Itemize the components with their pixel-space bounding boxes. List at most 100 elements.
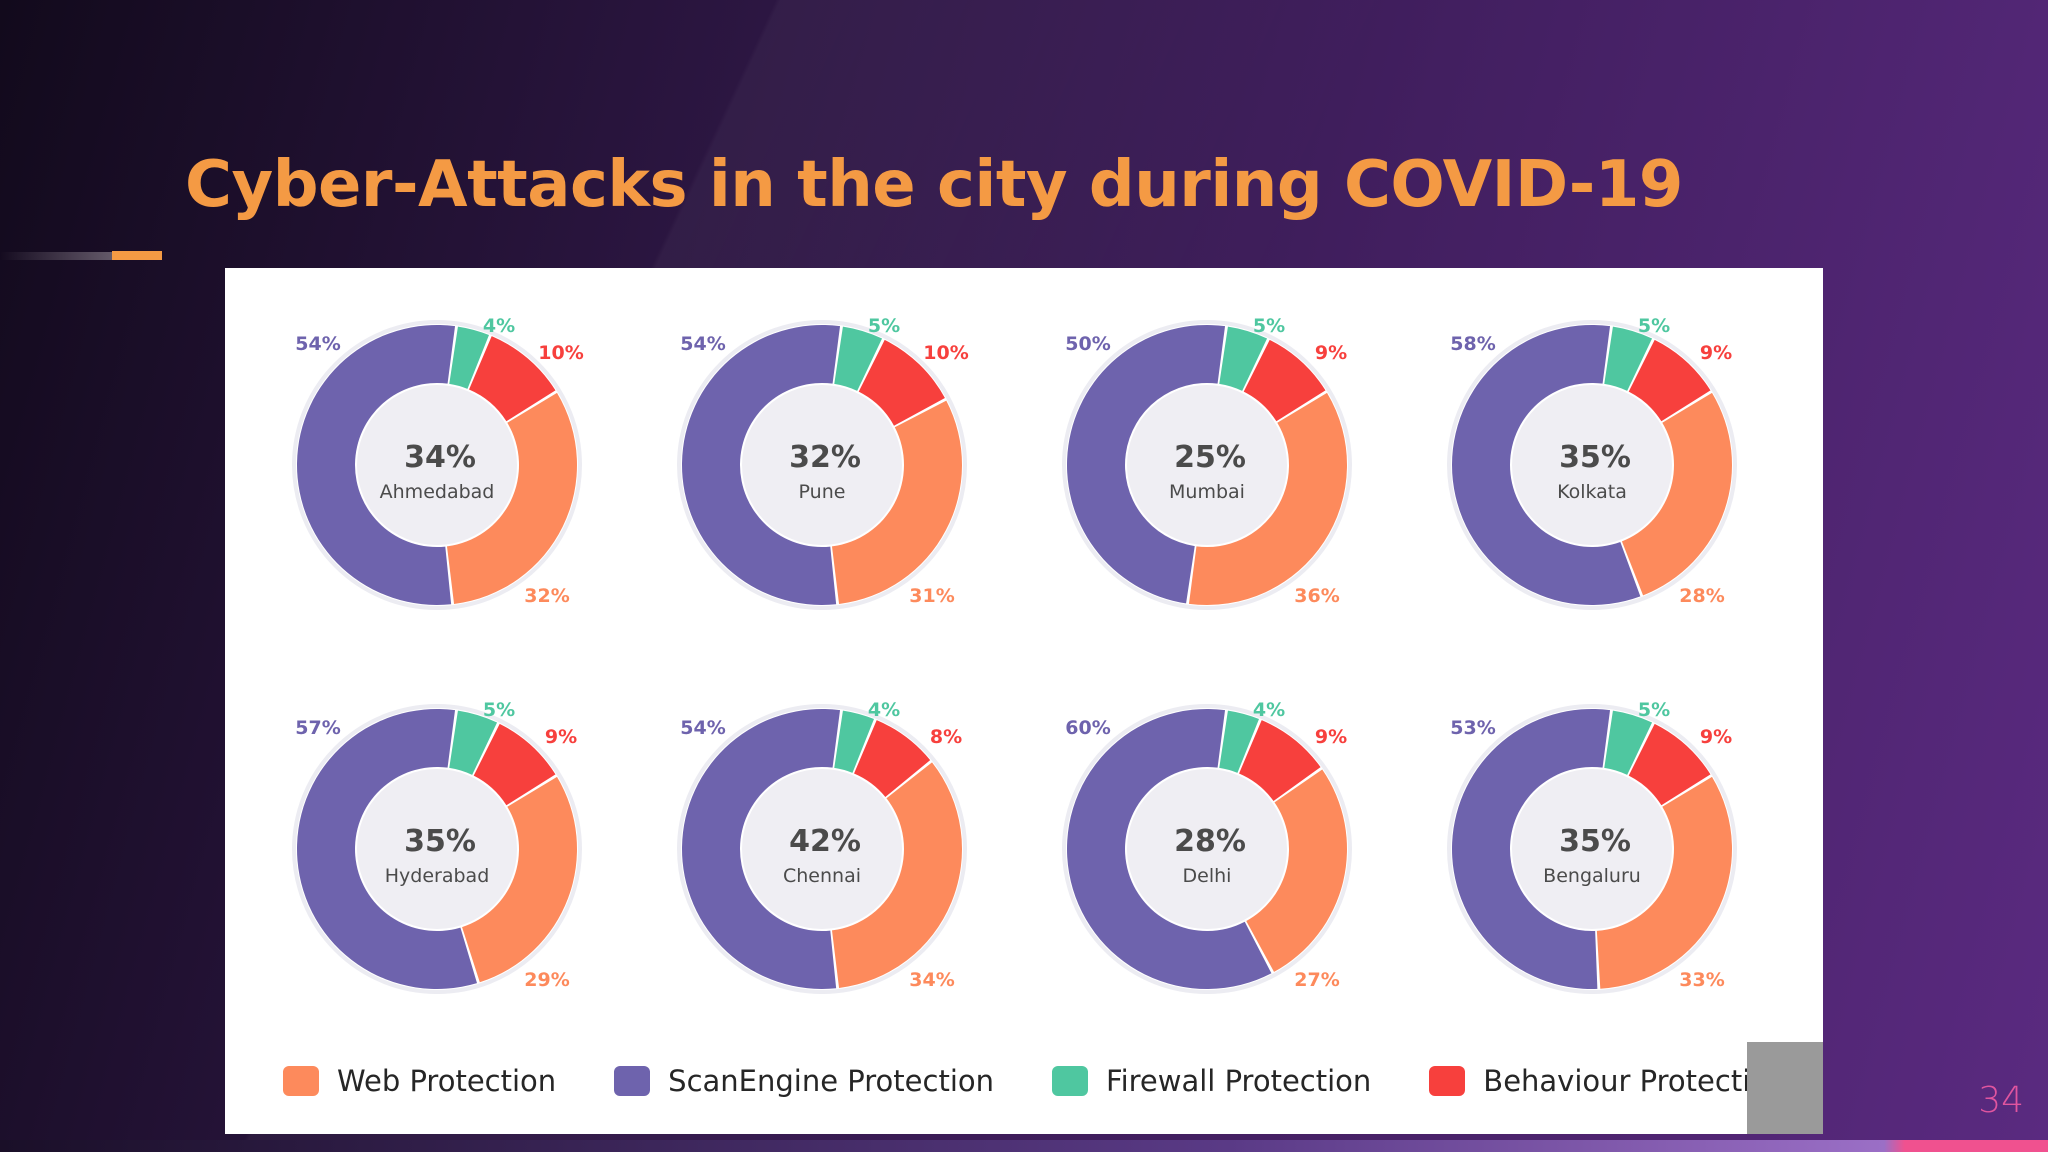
legend-swatch-firewall [1052,1066,1088,1096]
label-scan: 54% [295,333,340,355]
label-behaviour: 9% [1315,726,1347,748]
slice-firewall [1219,710,1259,773]
slice-behaviour [469,336,556,422]
slice-scan [1066,709,1272,989]
label-behaviour: 9% [545,726,577,748]
donut-center [357,769,517,929]
label-scan: 58% [1450,333,1495,355]
donut-mumbai: 25% Mumbai 50% 5% 9% 36% [1062,315,1352,610]
legend-item-firewall: Firewall Protection [1052,1064,1371,1098]
slice-behaviour [854,720,931,797]
slice-scan [681,709,841,990]
donut-center [742,385,902,545]
slice-behaviour [1243,339,1326,422]
donut-halo [292,320,582,610]
legend: Web Protection ScanEngine Protection Fir… [283,1056,1786,1106]
city-label: Chennai [783,865,861,887]
label-scan: 54% [680,333,725,355]
donut-charts: 34% Ahmedabad 54% 4% 10% 32% 32% Pune 54% 5% 10% 31… [292,315,1737,994]
center-value: 25% [1174,440,1246,475]
donut-center [1127,385,1287,545]
city-label: Bengaluru [1543,865,1641,887]
label-scan: 50% [1065,333,1110,355]
slice-behaviour [858,339,945,426]
legend-item-web: Web Protection [283,1064,556,1098]
chart-panel: 34% Ahmedabad 54% 4% 10% 32% 32% Pune 54% 5% 10% 31… [225,268,1823,1134]
slice-firewall [1219,326,1268,391]
donut-halo [677,704,967,994]
label-web: 32% [524,585,569,607]
legend-label-scan: ScanEngine Protection [668,1064,994,1098]
label-firewall: 5% [1253,315,1285,337]
city-label: Pune [799,481,846,503]
donut-delhi: 28% Delhi 60% 4% 9% 27% [1062,699,1352,994]
center-value: 42% [789,824,861,859]
label-web: 29% [524,969,569,991]
label-behaviour: 8% [930,726,962,748]
center-value: 35% [1559,824,1631,859]
label-scan: 60% [1065,717,1110,739]
label-web: 27% [1294,969,1339,991]
slice-scan [1451,709,1611,989]
donut-pune: 32% Pune 54% 5% 10% 31% [677,315,969,610]
center-value: 35% [404,824,476,859]
page-number: 34 [1978,1080,2024,1121]
slice-web [462,776,577,983]
label-behaviour: 9% [1700,342,1732,364]
donut-center [742,769,902,929]
legend-item-behaviour: Behaviour Protection [1429,1064,1786,1098]
label-web: 36% [1294,585,1339,607]
label-behaviour: 10% [923,342,968,364]
label-behaviour: 9% [1315,342,1347,364]
donut-halo [1447,320,1737,610]
slice-web [831,762,963,988]
label-web: 33% [1679,969,1724,991]
label-scan: 54% [680,717,725,739]
slice-firewall [834,710,874,773]
slice-firewall [1604,326,1653,391]
donut-halo [292,704,582,994]
legend-label-behaviour: Behaviour Protection [1483,1064,1787,1098]
slice-scan [1452,325,1641,605]
label-firewall: 5% [483,699,515,721]
donut-ahmedabad: 34% Ahmedabad 54% 4% 10% 32% [292,315,584,610]
city-label: Ahmedabad [380,481,495,503]
slice-behaviour [1239,720,1321,802]
slice-scan [296,709,477,990]
label-firewall: 4% [483,315,515,337]
legend-swatch-behaviour [1429,1066,1466,1096]
donut-center [1512,769,1672,929]
donut-halo [1062,704,1352,994]
slice-behaviour [1628,723,1711,806]
donut-hyderabad: 35% Hyderabad 57% 5% 9% 29% [292,699,582,994]
center-value: 32% [789,440,861,475]
slide-title: Cyber-Attacks in the city during COVID-1… [185,148,1683,222]
label-scan: 57% [295,717,340,739]
slice-web [1246,769,1347,972]
slice-web [1621,392,1732,596]
city-label: Kolkata [1557,481,1627,503]
center-value: 34% [404,440,476,475]
slice-web [1188,392,1347,605]
slice-web [1596,776,1732,989]
legend-label-web: Web Protection [337,1064,557,1098]
city-label: Mumbai [1169,481,1245,503]
donut-kolkata: 35% Kolkata 58% 5% 9% 28% [1447,315,1737,610]
title-underline-accent [112,251,162,260]
donut-center [1512,385,1672,545]
center-value: 28% [1174,824,1246,859]
label-web: 31% [909,585,954,607]
legend-label-firewall: Firewall Protection [1106,1064,1372,1098]
label-scan: 53% [1450,717,1495,739]
label-firewall: 5% [1638,315,1670,337]
city-label: Delhi [1183,865,1232,887]
legend-swatch-scan [614,1066,651,1096]
label-behaviour: 10% [538,342,583,364]
donut-center [1127,769,1287,929]
slice-firewall [449,710,498,775]
legend-item-scan: ScanEngine Protection [614,1064,994,1098]
legend-swatch-web [283,1066,319,1096]
label-web: 28% [1679,585,1724,607]
donut-chennai: 42% Chennai 54% 4% 8% 34% [677,699,967,994]
slice-firewall [449,326,489,389]
